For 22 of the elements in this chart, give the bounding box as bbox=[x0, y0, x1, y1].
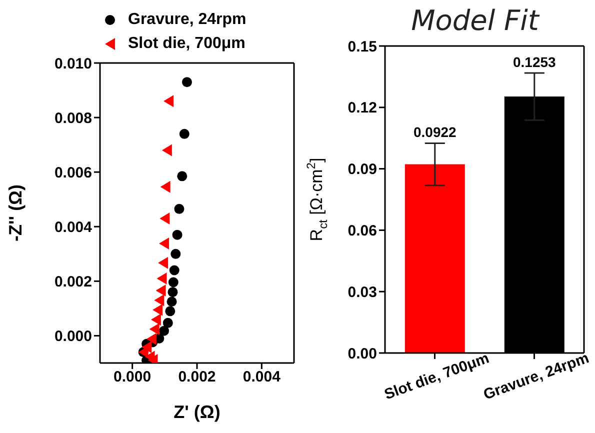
y-tick-label: 0.002 bbox=[54, 274, 92, 291]
data-label: 0.1253 bbox=[512, 54, 556, 70]
y-tick-label: 0.15 bbox=[348, 38, 377, 56]
y-tick-label: 0.00 bbox=[348, 345, 377, 362]
y-tick-label: 0.010 bbox=[54, 55, 92, 72]
y-tick-label: 0.03 bbox=[348, 284, 377, 301]
x-axis-title: Z' (Ω) bbox=[174, 402, 220, 422]
y-tick-label: 0.004 bbox=[54, 218, 93, 236]
y-tick-label: 0.09 bbox=[348, 161, 377, 178]
legend-label: Slot die, 700μm bbox=[128, 35, 246, 53]
y-tick-label: 0.000 bbox=[54, 328, 92, 346]
x-tick-label: 0.000 bbox=[114, 368, 152, 386]
y-tick-label: 0.008 bbox=[54, 110, 92, 127]
y-tick-label: 0.12 bbox=[348, 100, 377, 117]
x-tick-label: 0.004 bbox=[242, 368, 282, 386]
y-tick-label: 0.06 bbox=[348, 222, 377, 240]
y-tick-label: 0.006 bbox=[54, 164, 92, 182]
y-axis-title: -Z'' (Ω) bbox=[5, 184, 26, 242]
x-tick-label: 0.002 bbox=[178, 368, 216, 386]
legend-label: Gravure, 24rpm bbox=[128, 11, 246, 29]
chart-title: Model Fit bbox=[411, 4, 540, 37]
data-label: 0.0922 bbox=[413, 124, 457, 140]
